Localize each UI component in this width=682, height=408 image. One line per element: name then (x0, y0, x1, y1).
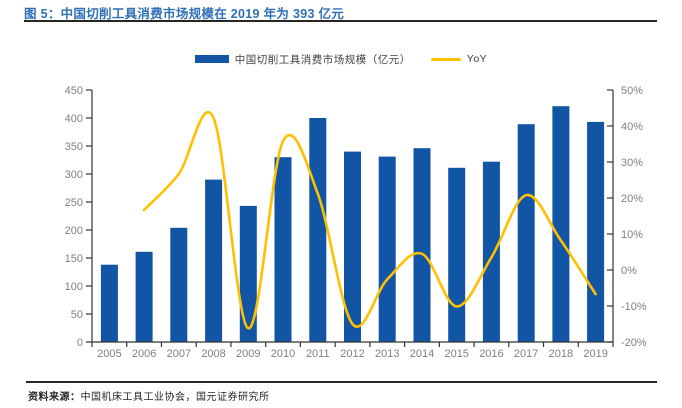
x-axis-year-label: 2012 (340, 348, 364, 360)
source-note: 资料来源：中国机床工具工业协会，国元证券研究所 (28, 388, 270, 403)
right-axis-tick-label: 10% (621, 229, 643, 241)
bar-2011 (309, 118, 327, 342)
x-axis-year-label: 2015 (444, 348, 468, 360)
left-axis-tick-label: 100 (65, 281, 83, 293)
bar-2019 (587, 121, 605, 343)
x-axis-year-label: 2018 (549, 348, 573, 360)
x-axis-year-label: 2007 (167, 348, 191, 360)
line-series-swatch (430, 57, 461, 61)
x-axis-year-label: 2017 (514, 348, 538, 360)
x-axis-year-label: 2013 (375, 348, 399, 360)
bar-2016 (482, 161, 500, 342)
bar-2010 (274, 157, 292, 342)
right-axis-tick-label: 30% (621, 157, 643, 169)
right-axis-tick-label: -20% (621, 337, 647, 349)
source-label: 资料来源： (28, 392, 81, 403)
left-axis-tick-label: 400 (65, 113, 83, 125)
x-axis-year-label: 2014 (410, 348, 434, 360)
right-axis-tick-label: 20% (621, 193, 643, 205)
left-axis-tick-label: 50 (71, 309, 83, 321)
bar-series-swatch (194, 55, 229, 63)
bar-series-label: 中国切削工具消费市场规模（亿元） (234, 53, 411, 66)
left-axis-tick-label: 350 (65, 141, 83, 153)
left-axis-tick-label: 0 (77, 337, 83, 349)
left-axis-tick-label: 200 (65, 225, 83, 237)
right-axis-tick-label: 0% (621, 265, 637, 277)
x-axis-year-label: 2006 (132, 348, 156, 360)
x-axis-year-label: 2008 (201, 348, 225, 360)
bar-2009 (239, 205, 257, 342)
bar-2013 (378, 156, 396, 342)
x-axis-year-label: 2019 (583, 348, 607, 360)
right-axis-tick-label: 50% (621, 85, 643, 97)
source-text: 中国机床工具工业协会，国元证券研究所 (80, 392, 270, 403)
bar-2008 (205, 179, 223, 342)
bar-2015 (448, 167, 466, 342)
x-axis-year-label: 2016 (479, 348, 503, 360)
right-axis-tick-label: 40% (621, 121, 643, 133)
right-axis-tick-label: -10% (621, 301, 647, 313)
left-axis-tick-label: 150 (65, 253, 83, 265)
line-series-label: YoY (466, 53, 488, 65)
bar-2017 (517, 124, 535, 342)
x-axis-year-label: 2005 (97, 348, 121, 360)
left-axis-tick-label: 450 (65, 85, 83, 97)
bar-2012 (344, 151, 361, 342)
title-divider (24, 20, 657, 22)
bar-2014 (413, 148, 431, 342)
x-axis-year-label: 2009 (236, 348, 260, 360)
yoy-line (142, 111, 597, 330)
bar-2006 (135, 251, 153, 342)
source-divider (26, 381, 657, 383)
left-axis-tick-label: 250 (65, 197, 83, 209)
bar-2018 (552, 106, 570, 342)
x-axis-year-label: 2011 (306, 348, 330, 360)
bar-2005 (100, 264, 118, 342)
chart-legend: 中国切削工具消费市场规模（亿元） YoY (0, 51, 682, 67)
x-axis-year-label: 2010 (271, 348, 295, 360)
left-axis-tick-label: 300 (65, 169, 83, 181)
bar-2007 (170, 227, 188, 342)
figure-title: 图 5：中国切削工具消费市场规模在 2019 年为 393 亿元 (24, 7, 345, 21)
